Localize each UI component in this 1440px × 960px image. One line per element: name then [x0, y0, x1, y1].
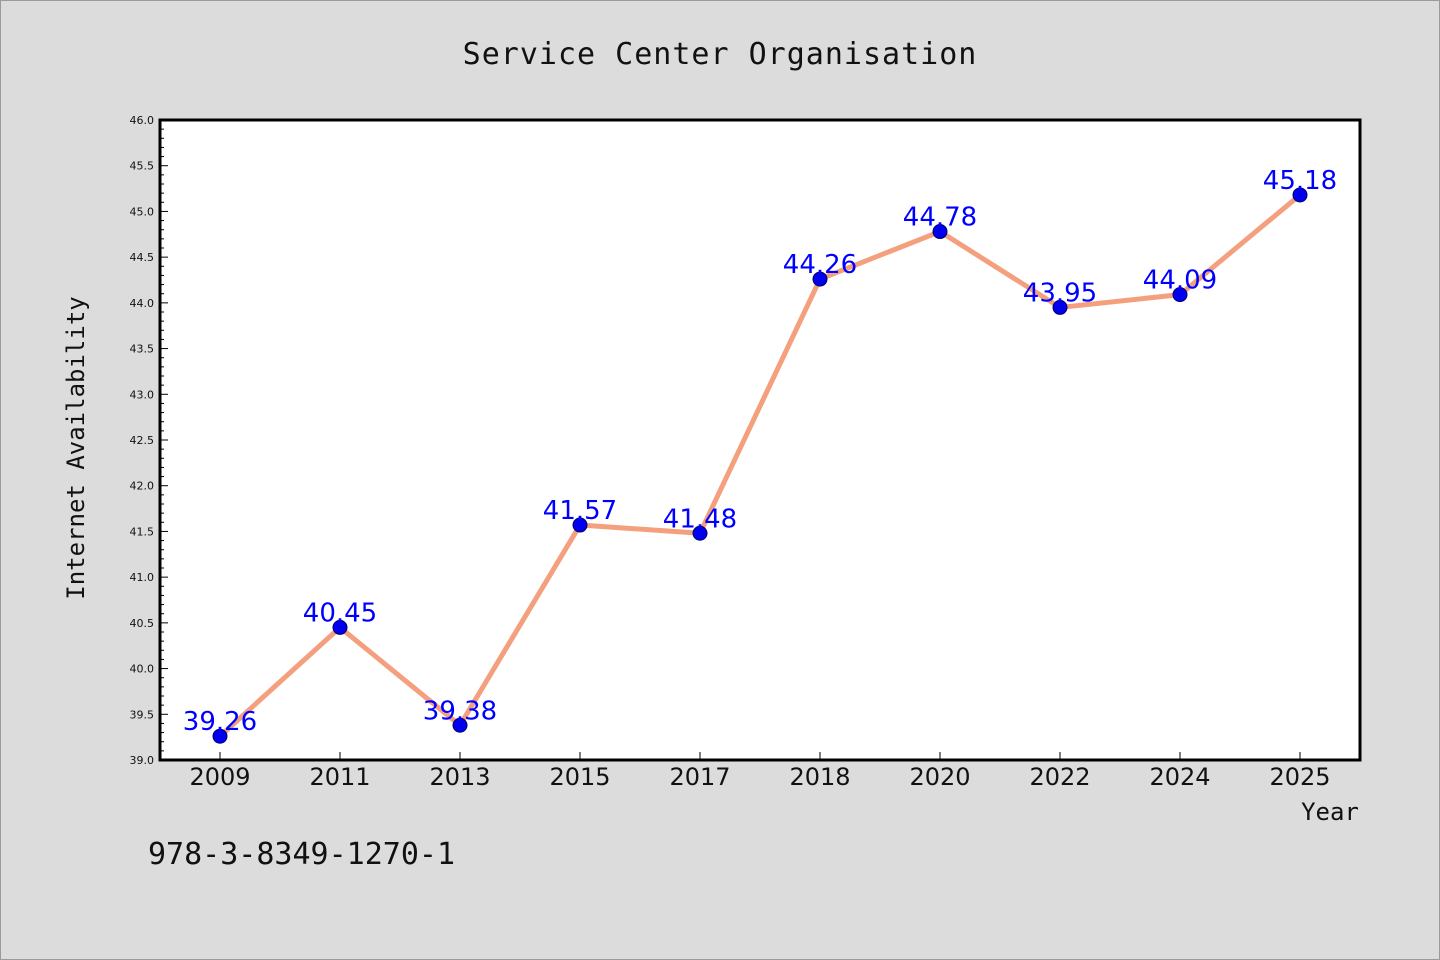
- y-tick-label: 40.5: [130, 617, 155, 630]
- y-tick-label: 44.5: [130, 251, 155, 264]
- x-tick-label: 2020: [909, 763, 970, 791]
- y-axis-label: Internet Availability: [62, 296, 90, 599]
- data-labels: 39.26 40.45 39.38 41.57 41.48 44.26 44.78 43.95…: [183, 166, 1337, 737]
- x-tick-label: 2025: [1269, 763, 1330, 791]
- y-tick-label: 41.5: [130, 525, 155, 538]
- y-tick-label: 42.5: [130, 434, 155, 447]
- x-tick-label: 2017: [669, 763, 730, 791]
- y-tick-label: 45.5: [130, 160, 155, 173]
- x-tick-label: 2009: [189, 763, 250, 791]
- data-label: 39.26: [183, 707, 257, 737]
- data-point: [1292, 187, 1308, 203]
- data-point: [1052, 299, 1068, 315]
- x-tick-label: 2024: [1149, 763, 1210, 791]
- data-label: 45.18: [1263, 166, 1337, 196]
- x-tick-label: 2015: [549, 763, 610, 791]
- data-label: 44.78: [903, 203, 977, 233]
- data-point: [212, 728, 228, 744]
- data-point: [572, 517, 588, 533]
- x-tick-label: 2011: [309, 763, 370, 791]
- y-tick-label: 45.0: [130, 205, 155, 218]
- series-markers: [212, 187, 1308, 744]
- data-label: 43.95: [1023, 278, 1097, 308]
- x-tick-label: 2018: [789, 763, 850, 791]
- y-tick-label: 40.0: [130, 663, 155, 676]
- data-label: 44.09: [1143, 266, 1217, 296]
- data-label: 41.48: [663, 504, 737, 534]
- x-tick-label: 2022: [1029, 763, 1090, 791]
- y-tick-label: 42.0: [130, 480, 155, 493]
- chart-title: Service Center Organisation: [463, 37, 978, 72]
- data-point: [932, 224, 948, 240]
- data-label: 41.57: [543, 496, 617, 526]
- y-tick-label: 41.0: [130, 571, 155, 584]
- data-point: [332, 619, 348, 635]
- y-tick-label: 46.0: [130, 114, 155, 127]
- plot-area: [158, 118, 1362, 762]
- data-point: [1172, 287, 1188, 303]
- data-point: [692, 525, 708, 541]
- y-tick-label: 43.0: [130, 388, 155, 401]
- x-axis-label: Year: [1301, 798, 1359, 826]
- y-axis: 39.0 39.5 40.0 40.5 41.0 41.5 42.0 42.5 43.0 43.5…: [130, 114, 168, 767]
- data-point: [812, 271, 828, 287]
- data-label: 40.45: [303, 598, 377, 628]
- y-tick-label: 43.5: [130, 343, 155, 356]
- x-axis: 2009 2011 2013 2015 2017 2018 2020 2022 2024 2025: [189, 752, 1331, 791]
- data-label: 44.26: [783, 250, 857, 280]
- isbn-code: 978-3-8349-1270-1: [148, 837, 455, 872]
- y-tick-label: 44.0: [130, 297, 155, 310]
- data-label: 39.38: [423, 696, 497, 726]
- series-polyline: [217, 192, 1303, 739]
- x-tick-label: 2013: [429, 763, 490, 791]
- y-tick-label: 39.0: [130, 754, 155, 767]
- data-point: [452, 717, 468, 733]
- series-line: [217, 192, 1303, 739]
- y-tick-label: 39.5: [130, 708, 155, 721]
